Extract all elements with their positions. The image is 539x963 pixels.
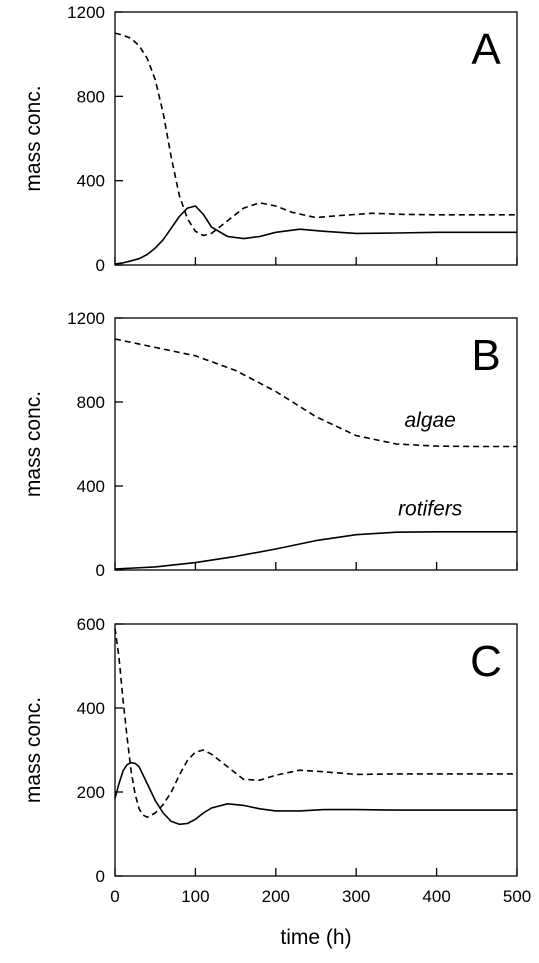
x-tick-label: 500 bbox=[503, 887, 531, 906]
y-tick-label: 400 bbox=[77, 172, 105, 191]
y-tick-label: 0 bbox=[96, 561, 105, 580]
y-tick-label: 0 bbox=[96, 867, 105, 886]
y-tick-label: 1200 bbox=[67, 3, 105, 22]
panel-letter: B bbox=[471, 331, 500, 380]
y-axis-label: mass conc. bbox=[22, 697, 45, 803]
panel-letter: C bbox=[470, 637, 502, 686]
x-axis-label: time (h) bbox=[280, 926, 351, 949]
y-tick-label: 200 bbox=[77, 783, 105, 802]
series-line-dashed bbox=[114, 32, 517, 237]
y-tick-label: 800 bbox=[77, 393, 105, 412]
y-tick-label: 0 bbox=[96, 256, 105, 275]
annotation-algae: algae bbox=[404, 409, 455, 432]
annotation-rotifers: rotifers bbox=[398, 497, 463, 520]
y-tick-label: 600 bbox=[77, 615, 105, 634]
x-tick-label: 0 bbox=[110, 887, 119, 906]
series-line-solid bbox=[114, 530, 517, 570]
series-line-solid bbox=[114, 205, 517, 265]
x-tick-label: 300 bbox=[342, 887, 370, 906]
plot-frame bbox=[114, 623, 518, 877]
plot-frame bbox=[114, 11, 518, 266]
y-tick-label: 400 bbox=[77, 477, 105, 496]
x-tick-label: 100 bbox=[181, 887, 209, 906]
y-tick-label: 800 bbox=[77, 87, 105, 106]
panel-c: 0 100 200 300 400 500 0 200 400 600 mass conc. time… bbox=[22, 615, 531, 949]
x-tick-label: 200 bbox=[262, 887, 290, 906]
y-axis-label: mass conc. bbox=[22, 391, 45, 497]
plot-frame bbox=[114, 317, 518, 571]
series-line-solid bbox=[114, 761, 517, 826]
y-axis-label: mass conc. bbox=[22, 85, 45, 191]
series-line-dashed bbox=[114, 338, 517, 448]
series-line-dashed bbox=[114, 628, 517, 819]
panel-a: 0 400 800 1200 mass conc. A bbox=[22, 3, 518, 275]
x-tick-label: 400 bbox=[422, 887, 450, 906]
panel-letter: A bbox=[471, 25, 501, 74]
y-tick-label: 1200 bbox=[67, 309, 105, 328]
y-tick-label: 400 bbox=[77, 699, 105, 718]
